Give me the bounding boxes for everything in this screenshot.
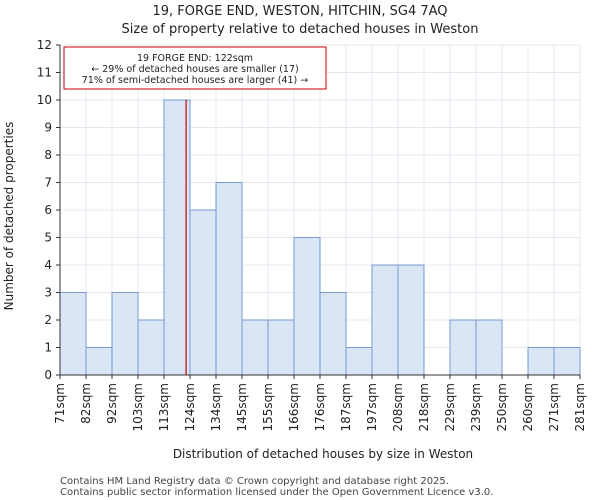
annotation-line-2: ← 29% of detached houses are smaller (17… [91, 64, 298, 75]
bar-2 [111, 292, 139, 376]
y-axis-label: Number of detached properties [2, 122, 16, 311]
annotation-line-1: 19 FORGE END: 122sqm [137, 53, 253, 64]
chart-subtitle: Size of property relative to detached ho… [122, 22, 479, 37]
x-tick-label-11: 187sqm [339, 383, 353, 431]
bar-11 [345, 347, 373, 376]
x-ticks: 71sqm 82sqm 92sqm 103sqm 113sqm 124sqm 134sqm 1… [53, 375, 587, 431]
x-tick-label-0: 71sqm [53, 383, 67, 424]
footer-line-1: Contains HM Land Registry data © Crown c… [60, 476, 449, 487]
bar-1 [85, 347, 113, 376]
x-tick-label-3: 103sqm [131, 383, 145, 431]
bar-6 [215, 182, 243, 376]
x-tick-label-5: 124sqm [183, 383, 197, 431]
bar-0 [59, 292, 87, 376]
bar-7 [241, 319, 269, 376]
bar-19 [553, 347, 581, 376]
x-tick-label-19: 271sqm [547, 383, 561, 431]
y-tick-label-7: 7 [44, 176, 52, 190]
annotation-box: 19 FORGE END: 122sqm ← 29% of detached h… [63, 46, 327, 90]
bar-16 [475, 319, 503, 376]
bar-8 [267, 319, 295, 376]
x-tick-label-18: 260sqm [521, 383, 535, 431]
bar-9 [293, 237, 321, 376]
y-tick-label-9: 9 [44, 121, 52, 135]
y-tick-label-11: 11 [37, 66, 52, 80]
bar-3 [137, 319, 165, 376]
bar-13 [397, 264, 425, 376]
x-tick-label-9: 166sqm [287, 383, 301, 431]
x-tick-label-12: 197sqm [365, 383, 379, 431]
bars [59, 99, 581, 376]
y-tick-label-5: 5 [44, 231, 52, 245]
y-tick-label-1: 1 [44, 341, 52, 355]
x-tick-label-6: 134sqm [209, 383, 223, 431]
y-tick-label-2: 2 [44, 313, 52, 327]
x-axis-label: Distribution of detached houses by size … [173, 447, 473, 461]
x-tick-label-10: 176sqm [313, 383, 327, 431]
bar-12 [371, 264, 399, 376]
x-tick-label-1: 82sqm [79, 383, 93, 424]
x-tick-label-17: 250sqm [495, 383, 509, 431]
bar-10 [319, 292, 347, 376]
x-tick-label-15: 229sqm [443, 383, 457, 431]
chart-title: 19, FORGE END, WESTON, HITCHIN, SG4 7AQ [152, 4, 447, 19]
y-tick-label-0: 0 [44, 368, 52, 382]
y-tick-label-12: 12 [37, 38, 52, 52]
x-tick-label-16: 239sqm [469, 383, 483, 431]
annotation-line-3: 71% of semi-detached houses are larger (… [82, 75, 309, 86]
bar-5 [189, 209, 217, 376]
bar-18 [527, 347, 555, 376]
y-tick-label-10: 10 [37, 93, 52, 107]
x-tick-label-4: 113sqm [157, 383, 171, 431]
footer-line-2: Contains public sector information licen… [60, 487, 493, 498]
x-tick-label-20: 281sqm [573, 383, 587, 431]
y-tick-label-8: 8 [44, 148, 52, 162]
bar-15 [449, 319, 477, 376]
y-tick-label-4: 4 [44, 258, 52, 272]
y-tick-label-3: 3 [44, 286, 52, 300]
x-tick-label-13: 208sqm [391, 383, 405, 431]
annotation-box-frame [63, 46, 327, 90]
x-tick-label-7: 145sqm [235, 383, 249, 431]
x-tick-label-8: 155sqm [261, 383, 275, 431]
x-tick-label-14: 218sqm [417, 383, 431, 431]
y-tick-label-6: 6 [44, 203, 52, 217]
x-tick-label-2: 92sqm [105, 383, 119, 424]
